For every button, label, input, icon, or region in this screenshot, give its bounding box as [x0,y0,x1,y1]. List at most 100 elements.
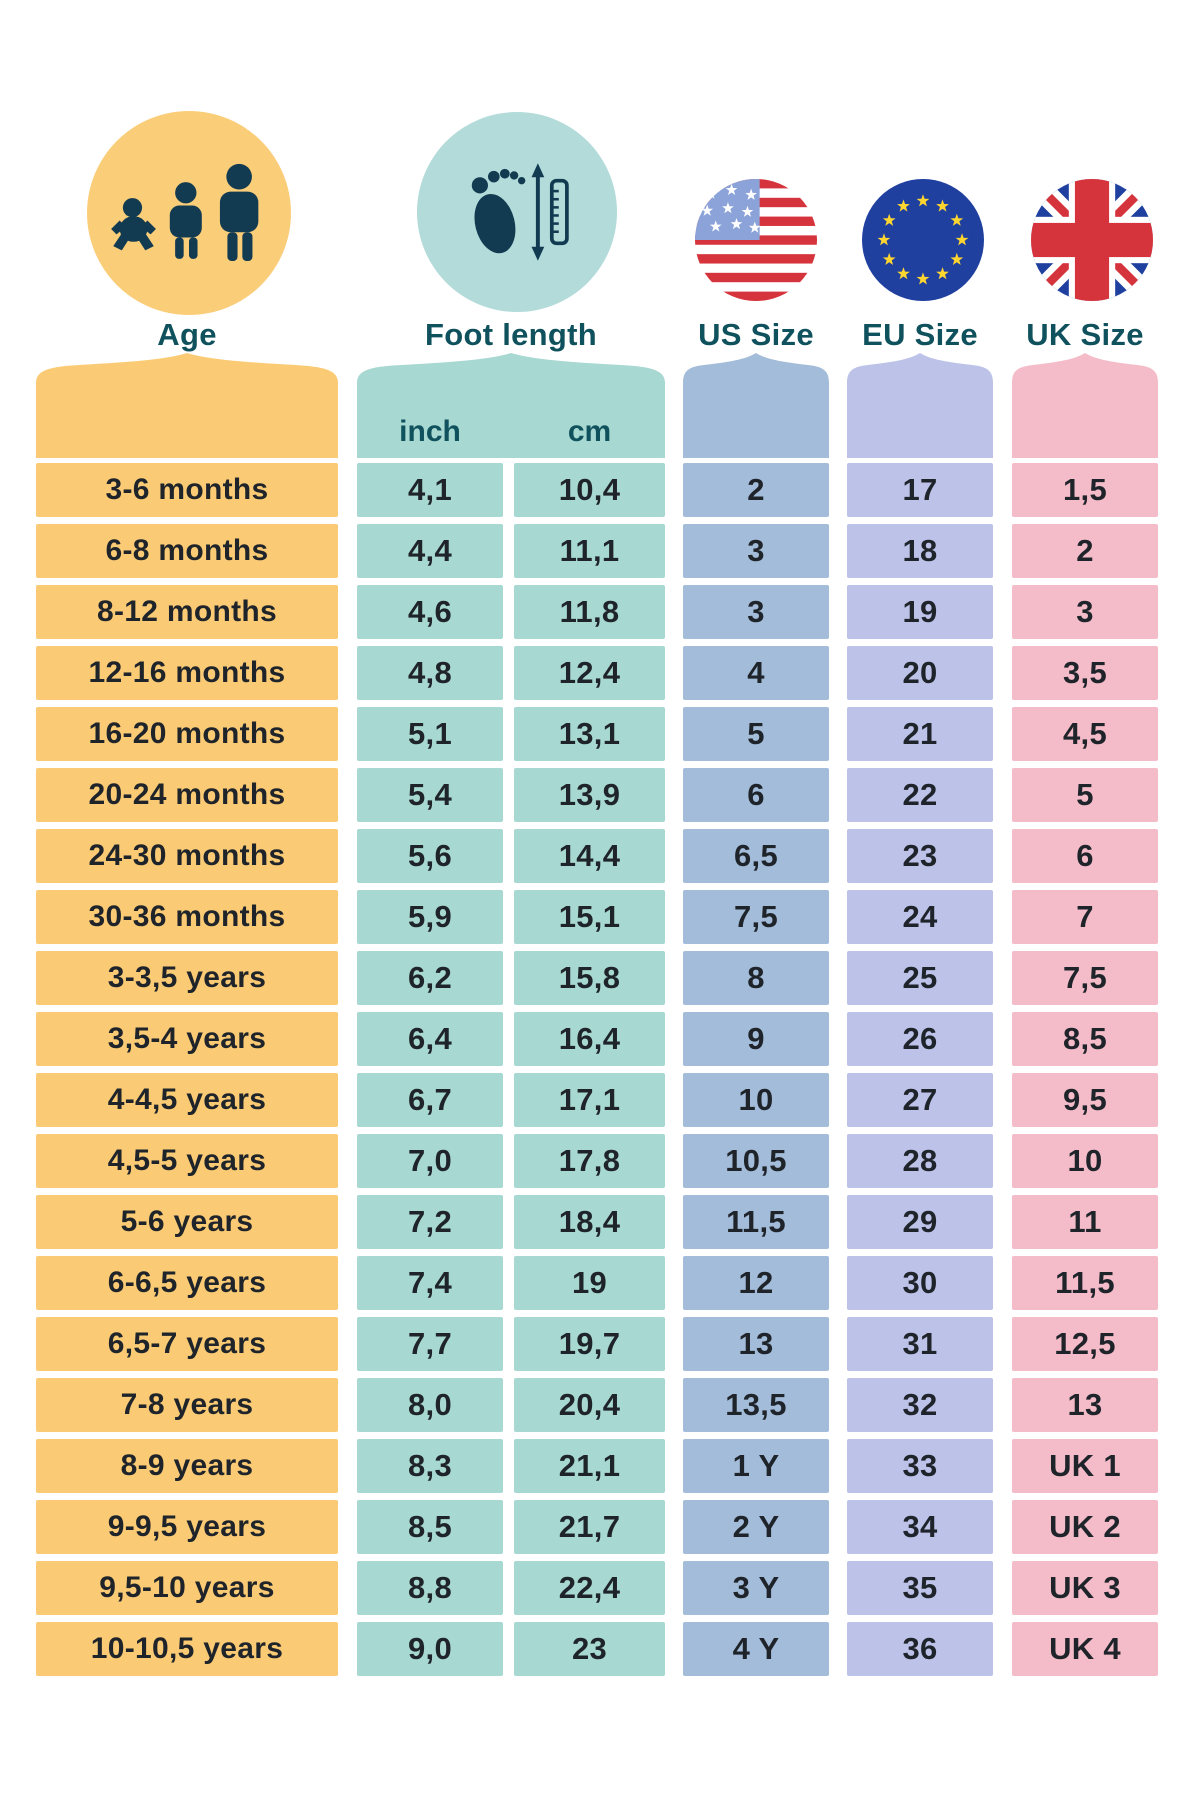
table-cell: 12,5 [1012,1317,1158,1371]
table-cell: 13,9 [514,768,665,822]
table-cell: 7,5 [683,890,829,944]
table-cell: 3,5 [1012,646,1158,700]
column-top-uk-size [1012,353,1158,405]
table-cell: 16-20 months [36,707,338,761]
table-cell: 8 [683,951,829,1005]
table-cell: 4,4 [357,524,503,578]
table-cell: 3-6 months [36,463,338,517]
table-cell: 16,4 [514,1012,665,1066]
table-cell: 10-10,5 years [36,1622,338,1676]
table-cell: 21,1 [514,1439,665,1493]
table-cell: 24 [847,890,993,944]
table-cell: 4,5-5 years [36,1134,338,1188]
table-cell: 6 [1012,829,1158,883]
table-cell: 27 [847,1073,993,1127]
us-size-cells: 2 3 3 4 5 6 6,5 7,5 8 9 10 10,5 11,5 12 13 13,5 1 Y 2 Y 3 … [683,463,829,1676]
table-cell: 10 [1012,1134,1158,1188]
table-cell: 25 [847,951,993,1005]
table-cell: 6,5 [683,829,829,883]
table-cell: 31 [847,1317,993,1371]
table-cell: 7,4 [357,1256,503,1310]
table-row-foot-cells: 6,7 17,1 [357,1073,665,1127]
table-cell: 36 [847,1622,993,1676]
table-cell: 3 [683,585,829,639]
footprint-measure-icon [471,163,569,261]
table-cell: 22 [847,768,993,822]
table-cell: 11,8 [514,585,665,639]
column-uk-size: 1,5 2 3 3,5 4,5 5 6 7 7,5 8,5 9,5 10 11 11,5 12,5 13 UK … [1012,353,1158,1676]
table-cell: 17,8 [514,1134,665,1188]
table-cell: 15,1 [514,890,665,944]
table-cell: 5,1 [357,707,503,761]
table-cell: 6-8 months [36,524,338,578]
table-cell: 9-9,5 years [36,1500,338,1554]
age-cells: 3-6 months 6-8 months 8-12 months 12-16 mon… [36,463,338,1676]
table-row-foot-cells: 7,2 18,4 [357,1195,665,1249]
table-cell: 1,5 [1012,463,1158,517]
table-row-foot-cells: 4,6 11,8 [357,585,665,639]
table-cell: 30 [847,1256,993,1310]
table-cell: 4,5 [1012,707,1158,761]
column-top-us-size [683,353,829,405]
table-cell: 30-36 months [36,890,338,944]
table-cell: 28 [847,1134,993,1188]
table-cell: 8,5 [1012,1012,1158,1066]
table-cell: 17 [847,463,993,517]
cm-column-header: cm [567,414,612,448]
table-cell: 4 [683,646,829,700]
table-cell: 6-6,5 years [36,1256,338,1310]
column-us-size: 2 3 3 4 5 6 6,5 7,5 8 9 10 10,5 11,5 12 13 13,5 1 Y 2 Y 3 … [683,353,829,1676]
table-row-foot-cells: 8,0 20,4 [357,1378,665,1432]
table-cell: 7,2 [357,1195,503,1249]
table-cell: 5-6 years [36,1195,338,1249]
table-cell: 26 [847,1012,993,1066]
table-cell: 8-12 months [36,585,338,639]
foot-icon-circle [417,112,617,312]
table-cell: 18 [847,524,993,578]
header-band-us-size [683,405,829,458]
table-row-foot-cells: 8,3 21,1 [357,1439,665,1493]
table-cell: 13 [683,1317,829,1371]
table-cell: 23 [514,1622,665,1676]
table-cell: 2 Y [683,1500,829,1554]
table-cell: 1 Y [683,1439,829,1493]
table-cell: 3 [1012,585,1158,639]
table-cell: UK 2 [1012,1500,1158,1554]
foot-length-cells: 4,1 10,4 4,4 11,1 4,6 11,8 4,8 12,4 5,1 13,1 5,4 13… [357,463,665,1676]
table-cell: 3-3,5 years [36,951,338,1005]
inch-column-header: inch [399,414,461,448]
header-band-uk-size [1012,405,1158,458]
table-row-foot-cells: 6,4 16,4 [357,1012,665,1066]
table-cell: 29 [847,1195,993,1249]
header-band-age [36,405,338,458]
uk-flag-icon [1031,179,1153,301]
table-cell: 3 [683,524,829,578]
table-row-foot-cells: 8,8 22,4 [357,1561,665,1615]
table-cell: 24-30 months [36,829,338,883]
table-cell: 3 Y [683,1561,829,1615]
column-label-age: Age [157,317,217,352]
table-cell: 7 [1012,890,1158,944]
table-row-foot-cells: 9,0 23 [357,1622,665,1676]
column-top-eu-size [847,353,993,405]
table-cell: 35 [847,1561,993,1615]
header-band-foot-length: inch cm [357,405,665,458]
eu-flag-icon [862,179,984,301]
table-cell: 4,8 [357,646,503,700]
table-cell: 12,4 [514,646,665,700]
table-cell: 6,2 [357,951,503,1005]
table-cell: 20,4 [514,1378,665,1432]
table-cell: 19,7 [514,1317,665,1371]
table-cell: 13 [1012,1378,1158,1432]
uk-size-cells: 1,5 2 3 3,5 4,5 5 6 7 7,5 8,5 9,5 10 11 11,5 12,5 13 UK … [1012,463,1158,1676]
table-cell: 8,8 [357,1561,503,1615]
table-cell: 22,4 [514,1561,665,1615]
table-cell: 9,5-10 years [36,1561,338,1615]
column-label-us-size: US Size [698,317,814,352]
table-row-foot-cells: 6,2 15,8 [357,951,665,1005]
table-cell: 6,5-7 years [36,1317,338,1371]
column-top-foot-length [357,353,665,405]
table-cell: 9,0 [357,1622,503,1676]
table-cell: 2 [1012,524,1158,578]
